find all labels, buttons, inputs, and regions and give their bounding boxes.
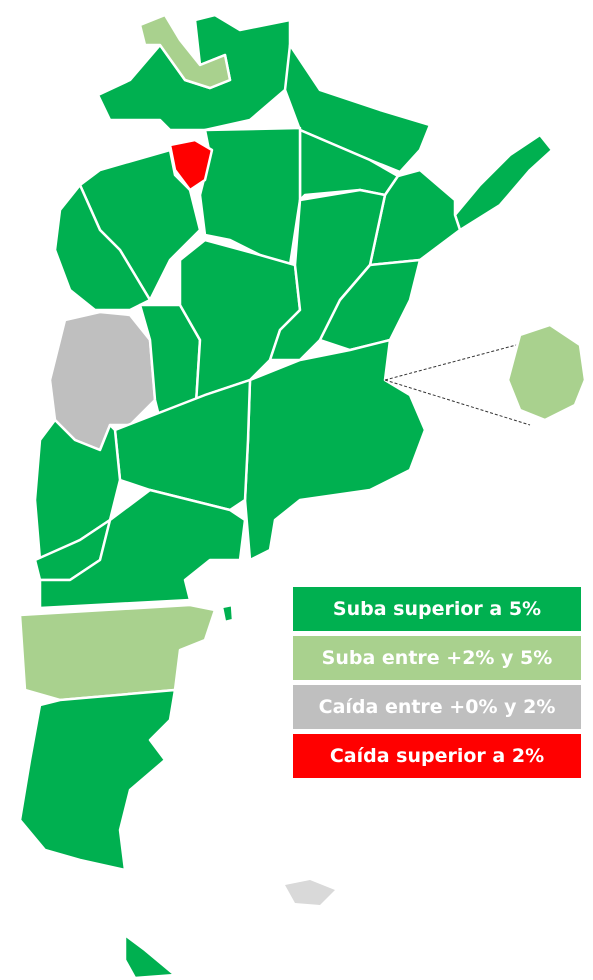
tucuman	[168, 138, 214, 192]
santa-cruz	[18, 688, 177, 872]
legend-item: Caída entre +0% y 2%	[293, 685, 581, 729]
buenos-aires	[243, 338, 427, 562]
misiones	[453, 133, 554, 232]
legend-item: Suba entre +2% y 5%	[293, 636, 581, 680]
rio-negro	[38, 488, 247, 610]
inset-line	[384, 379, 531, 426]
legend-item: Suba superior a 5%	[293, 587, 581, 631]
malvinas	[285, 880, 335, 905]
inset-line	[384, 339, 536, 381]
la-pampa	[113, 378, 252, 512]
jujuy	[138, 13, 232, 90]
chubut	[18, 603, 217, 702]
formosa	[283, 43, 432, 174]
mendoza	[33, 418, 122, 562]
santa-fe	[268, 188, 387, 362]
caba-inset	[506, 323, 587, 422]
san-juan	[48, 310, 157, 452]
legend-item: Caída superior a 2%	[293, 734, 581, 778]
tierra-del-fuego	[123, 933, 177, 980]
island	[220, 603, 235, 624]
legend: Suba superior a 5% Suba entre +2% y 5% Caí…	[293, 587, 581, 783]
